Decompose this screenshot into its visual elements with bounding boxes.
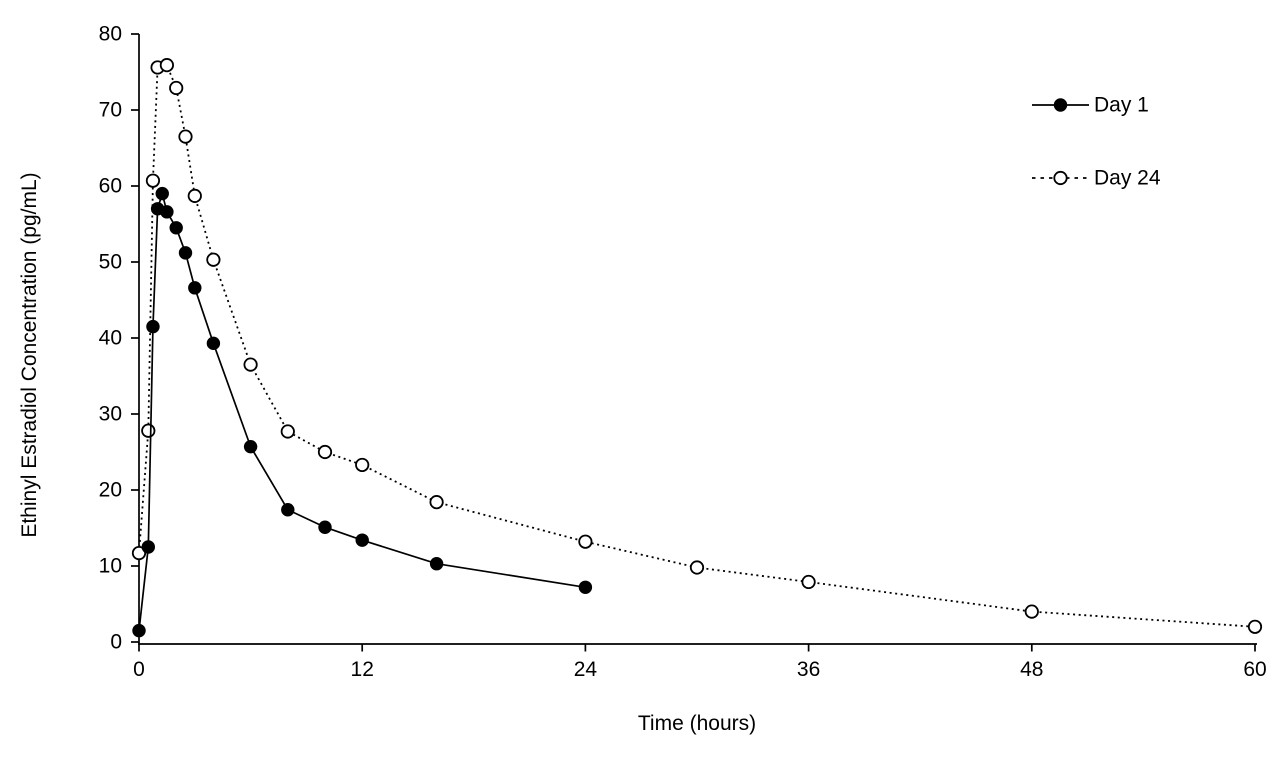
series-day-1-marker [132,623,146,638]
series-day-1-marker [243,439,258,454]
series-day-24-marker [187,188,202,203]
series-day-1-marker [155,186,169,201]
y-tick-label: 70 [99,99,122,122]
series-day-24-marker [429,495,444,510]
x-tick-label: 60 [1243,658,1266,681]
x-tick-label: 36 [797,658,820,681]
series-day-1 [132,186,593,638]
series-day-24-marker [317,444,333,460]
y-tick-label: 80 [99,23,122,46]
y-tick-label: 40 [99,327,122,350]
series-day-24-marker [243,357,258,372]
series-day-1-marker [146,319,160,334]
series-day-1-marker [355,533,369,547]
legend-day-24-label: Day 24 [1094,167,1161,190]
series-day-24-marker [280,424,295,439]
y-tick-label: 10 [99,555,122,578]
y-tick-label: 60 [99,175,122,198]
x-tick-label: 0 [133,658,145,681]
legend-day-1-label: Day 1 [1094,94,1149,117]
series-day-24 [131,58,1263,634]
series-day-1-marker [178,246,193,260]
series-day-24-marker [159,58,174,73]
series-day-24-marker [206,252,221,267]
series-day-1-marker [188,281,202,295]
x-tick-label: 48 [1020,658,1043,681]
series-day-24-marker [141,423,156,438]
legend-day-1-marker [1053,98,1068,112]
series-day-24-marker [169,80,184,96]
series-day-24-marker [578,534,593,549]
series-day-1-marker [169,221,183,235]
y-tick-label: 50 [99,251,122,274]
legend-day-24-marker [1053,170,1068,186]
series-day-24-line [138,64,1256,628]
x-axis-title: Time (hours) [637,712,757,735]
legend-item-day-24: Day 24 [1032,167,1161,190]
series-day-24-marker [131,545,147,561]
series-day-1-marker [281,503,295,517]
series-day-1-marker [206,336,221,351]
series-day-24-marker [689,560,705,575]
y-tick-label: 0 [110,631,122,654]
series-day-1-marker [578,580,593,594]
series-day-24-marker [145,173,161,188]
series-day-1-marker [141,540,155,554]
legend-item-day-1: Day 1 [1032,94,1149,117]
x-tick-label: 24 [574,658,598,681]
series-day-1-marker [429,557,444,571]
y-axis-title: Ethinyl Estradiol Concentration (pg/mL) [18,172,41,538]
series-day-24-marker [1024,604,1039,619]
series-day-24-marker [801,574,816,590]
y-tick-label: 20 [99,479,122,502]
series-day-1-marker [318,520,332,534]
series-day-24-marker [355,457,370,473]
series-day-1-line [138,190,586,631]
series-day-24-marker [1247,619,1263,634]
series-day-24-marker [178,129,193,144]
y-tick-label: 30 [99,403,122,426]
series-day-1-marker [160,205,174,219]
x-tick-label: 12 [351,658,374,681]
